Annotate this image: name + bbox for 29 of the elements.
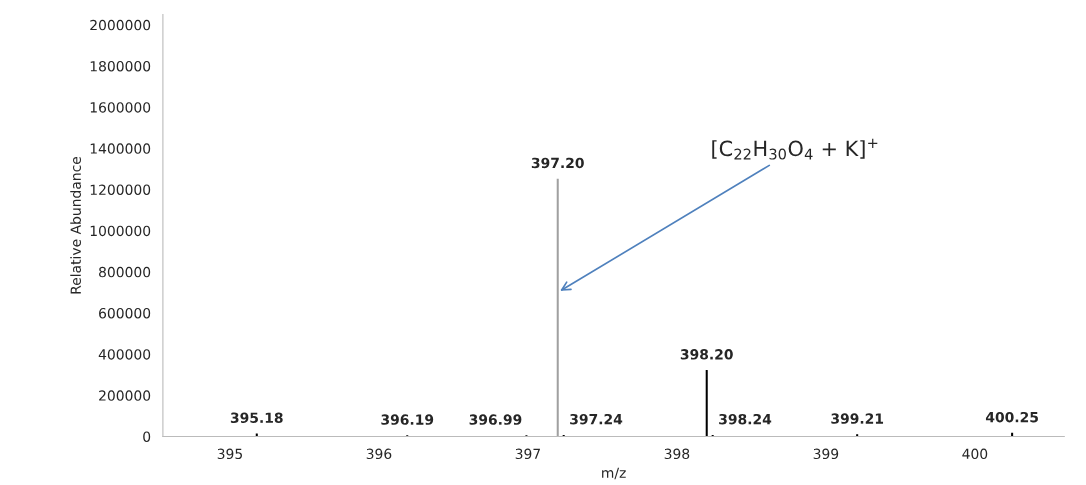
y-tick-label: 2000000 (90, 19, 151, 31)
x-tick-label: 398 (664, 448, 690, 460)
x-axis-title: m/z (602, 467, 626, 480)
annotation: 397.20 (531, 157, 584, 169)
y-tick-label: 600000 (99, 307, 151, 319)
y-tick-label: 1600000 (90, 102, 151, 113)
y-tick-label: 200000 (99, 390, 151, 401)
y-tick-label: 800000 (99, 266, 151, 278)
y-tick-label: 1000000 (90, 225, 151, 237)
x-tick-label: 400 (962, 448, 988, 460)
x-tick-label: 395 (217, 448, 242, 460)
annotation: 398.20 (680, 349, 733, 360)
annotation: 398.24 (719, 413, 772, 425)
y-tick-label: 1800000 (90, 60, 151, 72)
annotation: 395.18 (230, 412, 283, 424)
x-tick-label: 399 (813, 448, 839, 460)
y-tick-label: 0 (143, 431, 151, 442)
y-tick-label: 400000 (98, 349, 151, 360)
y-tick-label: 1200000 (90, 184, 151, 195)
x-tick-label: 397 (515, 448, 540, 460)
annotation: 397.24 (570, 413, 623, 425)
annotation: 400.25 (985, 411, 1038, 423)
y-axis-title: Relative Abundance (70, 156, 81, 294)
y-tick-label: 1400000 (90, 143, 151, 154)
annotation: 399.21 (831, 413, 884, 424)
x-tick-label: 396 (366, 448, 392, 460)
annotation: 396.99 (469, 414, 522, 425)
annotation: 396.19 (381, 414, 434, 425)
annotation: [C$_{22}$H$_{30}$O$_{4}$ + K]$^{+}$ (712, 138, 878, 160)
